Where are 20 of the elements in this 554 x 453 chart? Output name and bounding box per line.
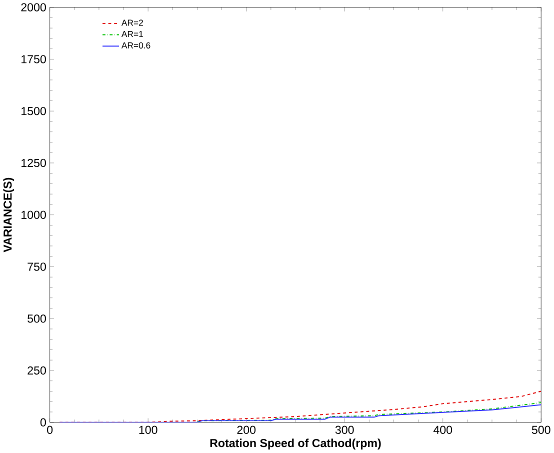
x-axis-title: Rotation Speed of Cathod(rpm) xyxy=(210,438,381,450)
x-tick-label: 0 xyxy=(47,426,53,434)
legend-label: AR=0.6 xyxy=(121,42,150,49)
y-tick-label: 1000 xyxy=(22,210,46,220)
x-tick-label: 300 xyxy=(335,426,354,434)
x-tick-label: 100 xyxy=(139,426,158,434)
y-tick-label: 1500 xyxy=(22,107,46,116)
y-tick-label: 500 xyxy=(28,314,46,323)
y-axis-title: VARIANCE(S) xyxy=(3,178,14,252)
x-tick-label: 500 xyxy=(532,426,550,434)
y-tick-label: 0 xyxy=(40,418,46,427)
legend-label: AR=1 xyxy=(121,31,143,38)
x-tick-label: 200 xyxy=(237,426,256,434)
y-tick-label: 250 xyxy=(28,366,46,375)
y-tick-label: 1250 xyxy=(22,159,46,168)
y-tick-label: 2000 xyxy=(21,3,46,12)
legend-label: AR=2 xyxy=(121,20,143,26)
y-tick-label: 750 xyxy=(28,262,46,271)
x-tick-label: 400 xyxy=(433,426,452,434)
y-tick-label: 1750 xyxy=(22,55,46,64)
